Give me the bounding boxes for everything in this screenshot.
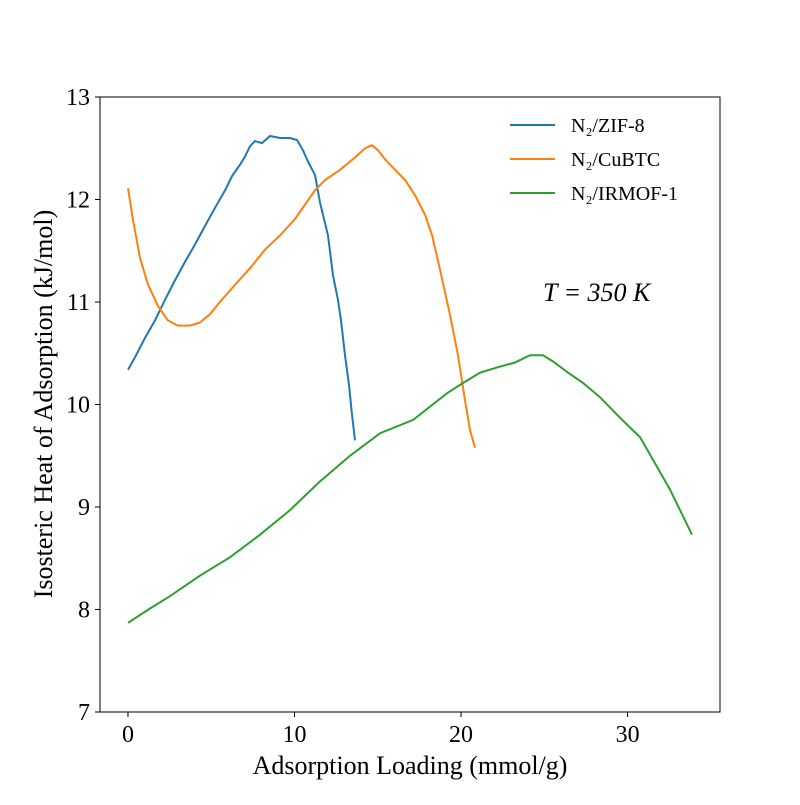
x-axis-label: Adsorption Loading (mmol/g) bbox=[253, 751, 568, 780]
y-tick-label: 8 bbox=[78, 598, 90, 624]
y-tick-label: 13 bbox=[66, 85, 90, 111]
y-axis-label: Isosteric Heat of Adsorption (kJ/mol) bbox=[29, 210, 58, 599]
y-tick-label: 7 bbox=[78, 700, 90, 726]
y-tick-label: 9 bbox=[78, 495, 90, 521]
y-tick-label: 11 bbox=[67, 290, 90, 316]
x-tick-label: 20 bbox=[449, 722, 473, 748]
x-tick-label: 30 bbox=[616, 722, 640, 748]
x-tick-label: 0 bbox=[122, 722, 134, 748]
series-line-2 bbox=[127, 354, 693, 624]
series-lines bbox=[127, 134, 693, 624]
x-tick-label: 10 bbox=[283, 722, 307, 748]
series-line-0 bbox=[127, 134, 356, 441]
x-axis-ticks: 0 10 20 30 bbox=[122, 712, 640, 748]
y-axis-ticks: 7 8 9 10 11 12 13 bbox=[66, 85, 100, 726]
legend: N₂/ZIF-8 N₂/CuBTC N₂/IRMOF-1 bbox=[510, 115, 678, 205]
y-tick-label: 10 bbox=[66, 393, 90, 419]
legend-label-0: N₂/ZIF-8 bbox=[571, 115, 645, 137]
legend-label-1: N₂/CuBTC bbox=[571, 149, 660, 171]
series-line-1 bbox=[127, 144, 476, 448]
y-tick-label: 12 bbox=[66, 188, 90, 214]
temperature-annotation: T = 350 K bbox=[543, 278, 652, 307]
legend-label-2: N₂/IRMOF-1 bbox=[571, 183, 678, 205]
